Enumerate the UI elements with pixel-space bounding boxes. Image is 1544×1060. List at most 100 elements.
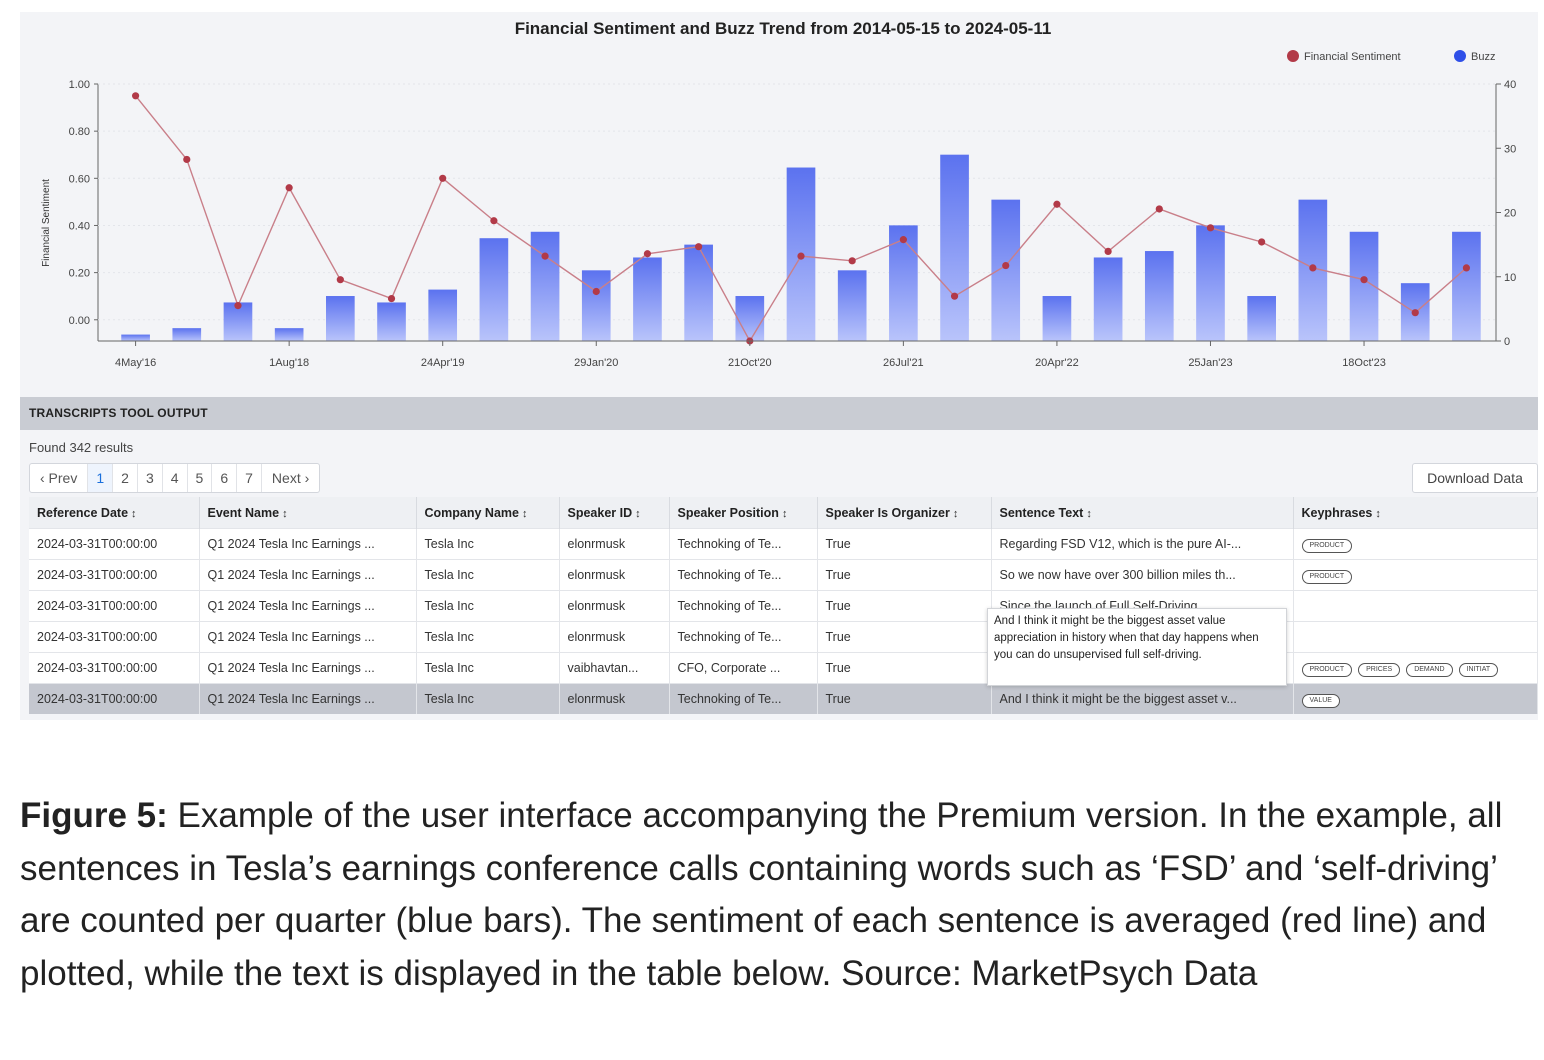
- column-header-sentence-text[interactable]: Sentence Text ↕: [991, 497, 1294, 529]
- keyphrase-chip[interactable]: DEMAND: [1406, 662, 1453, 677]
- sentiment-point[interactable]: [1258, 238, 1266, 246]
- sentiment-point[interactable]: [899, 236, 907, 244]
- buzz-bar[interactable]: [837, 270, 867, 341]
- column-header-company-name[interactable]: Company Name ↕: [416, 497, 560, 529]
- buzz-bar[interactable]: [889, 225, 918, 341]
- x-tick-label: 24Apr'19: [421, 357, 465, 369]
- buzz-bar[interactable]: [428, 289, 458, 341]
- sort-icon[interactable]: ↕: [635, 507, 641, 520]
- y-tick-label-right: 10: [1504, 272, 1516, 284]
- download-data-button[interactable]: Download Data: [1412, 463, 1538, 493]
- cell-position: Technoking of Te...: [669, 528, 818, 560]
- buzz-bar[interactable]: [1247, 296, 1276, 341]
- sentiment-point[interactable]: [183, 155, 191, 164]
- buzz-bar[interactable]: [940, 154, 969, 341]
- sentiment-point[interactable]: [541, 252, 549, 260]
- legend-label-sentiment[interactable]: Financial Sentiment: [1304, 51, 1401, 63]
- cell-speaker: elonrmusk: [559, 683, 670, 714]
- sentiment-point[interactable]: [1360, 276, 1368, 284]
- sentiment-point[interactable]: [1462, 264, 1471, 272]
- keyphrase-chip[interactable]: PRODUCT: [1301, 569, 1353, 584]
- column-header-speaker-id[interactable]: Speaker ID ↕: [559, 497, 670, 529]
- sentiment-point[interactable]: [1002, 261, 1010, 270]
- table-row[interactable]: 2024-03-31T00:00:00 Q1 2024 Tesla Inc Ear…: [29, 652, 1538, 684]
- buzz-bar[interactable]: [1093, 257, 1123, 341]
- sort-icon[interactable]: ↕: [781, 507, 788, 520]
- table-row[interactable]: 2024-03-31T00:00:00 Q1 2024 Tesla Inc Ear…: [29, 621, 1538, 653]
- sentiment-point[interactable]: [387, 294, 396, 303]
- page-button-5[interactable]: 5: [188, 464, 213, 492]
- sentiment-point[interactable]: [234, 302, 242, 310]
- keyphrase-chip[interactable]: PRODUCT: [1301, 538, 1353, 553]
- sort-icon[interactable]: ↕: [521, 507, 528, 520]
- buzz-bar[interactable]: [991, 199, 1021, 341]
- buzz-bar[interactable]: [633, 257, 662, 341]
- table-row[interactable]: 2024-03-31T00:00:00 Q1 2024 Tesla Inc Ear…: [29, 683, 1538, 714]
- buzz-bar[interactable]: [735, 296, 765, 341]
- buzz-bar[interactable]: [1042, 296, 1072, 341]
- sentiment-point[interactable]: [1206, 224, 1215, 232]
- table-row[interactable]: 2024-03-31T00:00:00 Q1 2024 Tesla Inc Ear…: [29, 590, 1538, 622]
- cell-date: 2024-03-31T00:00:00: [29, 683, 200, 714]
- sentiment-point[interactable]: [336, 276, 344, 284]
- sentiment-point[interactable]: [592, 287, 600, 296]
- sort-icon[interactable]: ↕: [282, 507, 288, 520]
- prev-page-button[interactable]: ‹ Prev: [30, 464, 89, 492]
- sort-icon[interactable]: ↕: [1086, 507, 1092, 520]
- buzz-bar[interactable]: [479, 238, 509, 341]
- sentiment-point[interactable]: [1411, 309, 1419, 317]
- legend-label-buzz[interactable]: Buzz: [1471, 51, 1495, 63]
- buzz-bar[interactable]: [377, 302, 406, 341]
- cell-organizer: True: [817, 652, 992, 684]
- buzz-bar[interactable]: [121, 334, 150, 341]
- cell-event: Q1 2024 Tesla Inc Earnings ...: [199, 590, 417, 622]
- sentiment-point[interactable]: [1104, 247, 1112, 256]
- keyphrase-chip[interactable]: PRICES: [1358, 662, 1401, 677]
- sentiment-point[interactable]: [950, 292, 959, 300]
- keyphrase-chip[interactable]: INITIAT: [1458, 662, 1499, 677]
- column-header-reference-date[interactable]: Reference Date ↕: [29, 497, 200, 529]
- buzz-bar[interactable]: [530, 231, 560, 341]
- buzz-bar[interactable]: [581, 270, 611, 341]
- buzz-bar[interactable]: [274, 328, 304, 341]
- column-header-speaker-position[interactable]: Speaker Position ↕: [669, 497, 818, 529]
- sentiment-point[interactable]: [1309, 264, 1317, 272]
- cell-date: 2024-03-31T00:00:00: [29, 621, 200, 653]
- buzz-bar[interactable]: [684, 244, 713, 341]
- sentiment-point[interactable]: [695, 243, 703, 251]
- sentiment-point[interactable]: [1053, 200, 1061, 208]
- table-row[interactable]: 2024-03-31T00:00:00 Q1 2024 Tesla Inc Ear…: [29, 559, 1538, 591]
- sort-icon[interactable]: ↕: [131, 507, 137, 520]
- keyphrase-chip[interactable]: PRODUCT: [1301, 662, 1353, 677]
- sentiment-point[interactable]: [490, 217, 498, 225]
- sort-icon[interactable]: ↕: [1375, 507, 1381, 520]
- sort-icon[interactable]: ↕: [952, 507, 959, 520]
- buzz-bar[interactable]: [1144, 251, 1174, 341]
- sentiment-point[interactable]: [439, 174, 447, 182]
- sentiment-point[interactable]: [131, 92, 140, 100]
- buzz-bar[interactable]: [172, 328, 202, 341]
- buzz-bar[interactable]: [326, 296, 355, 341]
- buzz-bar[interactable]: [1452, 231, 1481, 341]
- column-header-event-name[interactable]: Event Name ↕: [199, 497, 417, 529]
- page-button-4[interactable]: 4: [163, 464, 188, 492]
- page-button-1[interactable]: 1: [88, 464, 114, 492]
- column-header-speaker-is-organizer[interactable]: Speaker Is Organizer ↕: [817, 497, 992, 529]
- keyphrase-chip[interactable]: VALUE: [1301, 693, 1340, 708]
- cell-event: Q1 2024 Tesla Inc Earnings ...: [199, 559, 417, 591]
- page-button-6[interactable]: 6: [212, 464, 238, 492]
- table-row[interactable]: 2024-03-31T00:00:00 Q1 2024 Tesla Inc Ear…: [29, 528, 1538, 560]
- sentiment-point[interactable]: [797, 252, 805, 260]
- column-header-keyphrases[interactable]: Keyphrases ↕: [1293, 497, 1538, 529]
- sentiment-point[interactable]: [643, 250, 652, 258]
- sentiment-point[interactable]: [848, 257, 856, 265]
- results-count: Found 342 results: [29, 440, 134, 455]
- page-button-3[interactable]: 3: [138, 464, 163, 492]
- cell-organizer: True: [817, 621, 992, 653]
- page-button-7[interactable]: 7: [237, 464, 262, 492]
- buzz-bar[interactable]: [1196, 225, 1225, 341]
- page-button-2[interactable]: 2: [113, 464, 138, 492]
- sentiment-point[interactable]: [285, 184, 293, 192]
- sentiment-point[interactable]: [1155, 205, 1163, 213]
- next-page-button[interactable]: Next ›: [271, 470, 310, 486]
